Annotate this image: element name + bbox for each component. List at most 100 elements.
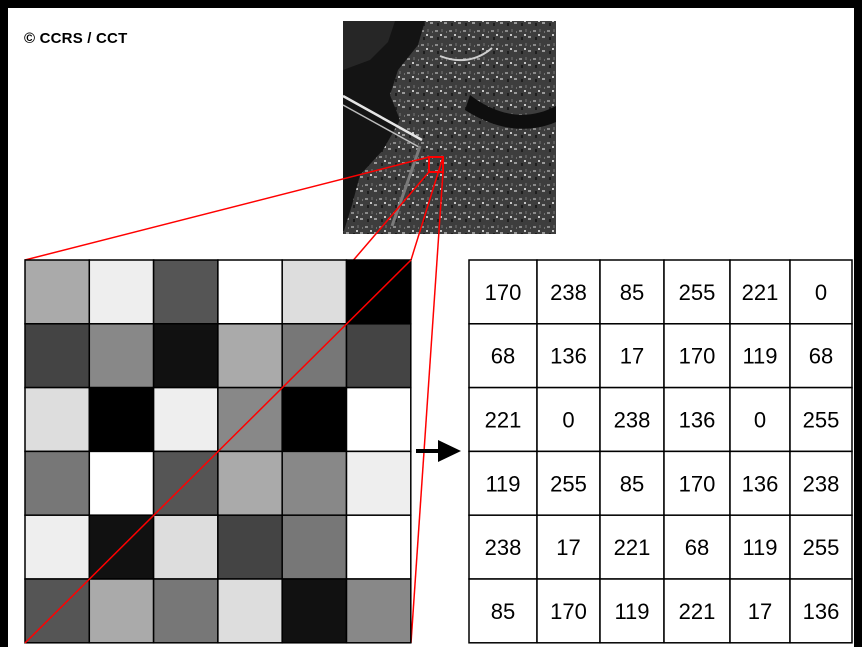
value-cell bbox=[536, 259, 601, 325]
value-cell bbox=[663, 578, 731, 644]
pixel-value-label: 119 bbox=[742, 535, 777, 560]
pixel-value-label: 238 bbox=[485, 535, 522, 560]
gray-pixel-cell bbox=[345, 450, 412, 516]
gray-pixel-cell bbox=[152, 323, 219, 389]
gray-pixel-cell bbox=[152, 386, 219, 453]
pixel-value-label: 119 bbox=[614, 599, 649, 624]
value-cell bbox=[468, 259, 538, 325]
pixel-value-label: 17 bbox=[620, 344, 644, 369]
pixel-value-label: 0 bbox=[562, 408, 574, 433]
gray-pixel-cell bbox=[88, 386, 155, 453]
value-cell bbox=[599, 259, 665, 325]
pixel-value-label: 170 bbox=[550, 599, 587, 624]
value-cell bbox=[663, 450, 731, 516]
gray-pixel-cell bbox=[24, 259, 91, 325]
value-cell bbox=[599, 450, 665, 516]
pixel-value-label: 119 bbox=[485, 471, 520, 496]
value-cell bbox=[789, 578, 853, 644]
zoom-diagonal-line bbox=[24, 259, 412, 644]
value-cell bbox=[536, 578, 601, 644]
copyright-label: © CCRS / CCT bbox=[24, 30, 128, 47]
gray-pixel-cell bbox=[88, 259, 155, 325]
gray-pixel-cell bbox=[217, 578, 283, 644]
pixel-value-label: 221 bbox=[742, 280, 779, 305]
pixel-value-label: 255 bbox=[803, 408, 840, 433]
pixel-value-label: 136 bbox=[679, 408, 716, 433]
digital-number-grid bbox=[468, 259, 853, 644]
zoom-selection-box bbox=[428, 156, 444, 173]
pixel-value-label: 17 bbox=[556, 535, 580, 560]
value-cell bbox=[729, 578, 791, 644]
gray-pixel-cell bbox=[24, 323, 91, 389]
value-cell bbox=[599, 323, 665, 389]
satellite-image bbox=[342, 21, 556, 234]
pixel-value-label: 221 bbox=[614, 535, 651, 560]
gray-pixel-cell bbox=[152, 259, 219, 325]
pixel-value-label: 221 bbox=[679, 599, 716, 624]
value-cell bbox=[789, 514, 853, 580]
gray-pixel-cell bbox=[88, 323, 155, 389]
gray-pixel-cell bbox=[281, 514, 348, 580]
value-cell bbox=[536, 386, 601, 453]
gray-pixel-cell bbox=[88, 450, 155, 516]
pixel-value-label: 17 bbox=[748, 599, 772, 624]
pixel-value-label: 0 bbox=[815, 280, 827, 305]
pixel-value-label: 255 bbox=[550, 471, 587, 496]
gray-pixel-cell bbox=[281, 259, 348, 325]
value-cell bbox=[663, 514, 731, 580]
value-cell bbox=[729, 514, 791, 580]
pixel-value-label: 85 bbox=[491, 599, 515, 624]
gray-pixel-cell bbox=[281, 386, 348, 453]
value-cell bbox=[729, 323, 791, 389]
value-cell bbox=[789, 450, 853, 516]
pixel-value-label: 68 bbox=[491, 344, 515, 369]
value-cell bbox=[789, 323, 853, 389]
value-cell bbox=[536, 514, 601, 580]
pixel-value-label: 170 bbox=[679, 471, 716, 496]
gray-pixel-cell bbox=[152, 578, 219, 644]
gray-pixel-cell bbox=[281, 578, 348, 644]
gray-pixel-cell bbox=[345, 514, 412, 580]
pixel-value-label: 238 bbox=[614, 408, 651, 433]
gray-pixel-cell bbox=[217, 514, 283, 580]
value-cell bbox=[536, 450, 601, 516]
gray-pixel-cell bbox=[217, 323, 283, 389]
gray-pixel-cell bbox=[217, 450, 283, 516]
gray-pixel-cell bbox=[345, 578, 412, 644]
pixel-value-label: 238 bbox=[550, 280, 587, 305]
gray-pixel-cell bbox=[152, 514, 219, 580]
gray-pixel-cell bbox=[24, 450, 91, 516]
pixel-value-label: 136 bbox=[803, 599, 840, 624]
gray-pixel-cell bbox=[345, 323, 412, 389]
pixel-value-label: 170 bbox=[485, 280, 522, 305]
gray-pixel-cell bbox=[24, 386, 91, 453]
value-cell bbox=[468, 323, 538, 389]
value-cell bbox=[599, 514, 665, 580]
gray-pixel-cell bbox=[88, 578, 155, 644]
pixel-value-label: 221 bbox=[485, 408, 522, 433]
value-cell bbox=[789, 386, 853, 453]
gray-pixel-cell bbox=[217, 259, 283, 325]
pixel-value-label: 85 bbox=[620, 471, 644, 496]
gray-pixel-cell bbox=[345, 386, 412, 453]
pixel-value-label: 0 bbox=[754, 408, 766, 433]
gray-pixel-cell bbox=[281, 450, 348, 516]
grayscale-pixel-grid bbox=[24, 259, 412, 644]
value-cell bbox=[599, 386, 665, 453]
pixel-value-label: 255 bbox=[679, 280, 716, 305]
value-cell bbox=[729, 386, 791, 453]
pixel-value-label: 68 bbox=[685, 535, 709, 560]
pixel-value-label: 85 bbox=[620, 280, 644, 305]
pixel-value-label: 170 bbox=[679, 344, 716, 369]
value-cell bbox=[468, 514, 538, 580]
pixel-value-label: 238 bbox=[803, 471, 840, 496]
pixel-value-label: 255 bbox=[803, 535, 840, 560]
pixel-value-label: 119 bbox=[742, 344, 777, 369]
value-cell bbox=[729, 259, 791, 325]
pixel-value-label: 136 bbox=[742, 471, 779, 496]
right-arrow-icon bbox=[416, 440, 461, 462]
pixel-value-label: 68 bbox=[809, 344, 833, 369]
gray-pixel-cell bbox=[24, 514, 91, 580]
